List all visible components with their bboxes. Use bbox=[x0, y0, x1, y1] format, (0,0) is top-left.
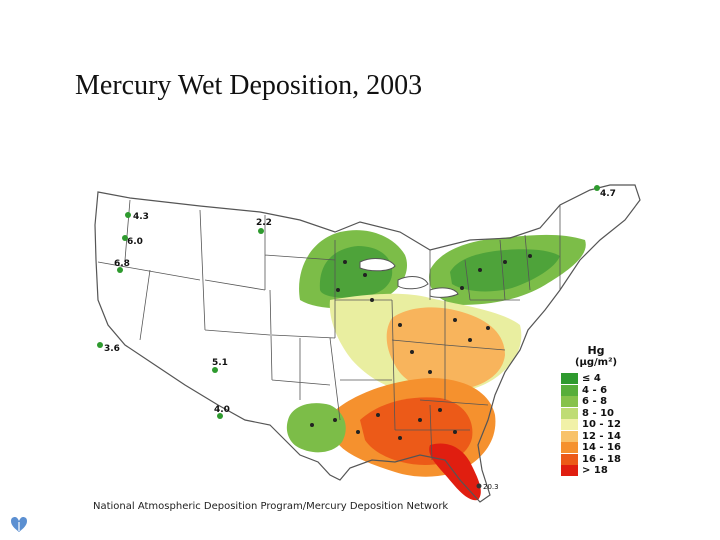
legend-row: 10 - 12 bbox=[561, 419, 631, 431]
site-label: 20.3 bbox=[483, 483, 499, 491]
site-label: 6.0 bbox=[127, 237, 143, 247]
legend-swatch bbox=[561, 419, 578, 431]
site-dot bbox=[478, 268, 482, 272]
site-dot bbox=[376, 413, 380, 417]
site-label: 4.3 bbox=[133, 212, 149, 222]
slide-title: Mercury Wet Deposition, 2003 bbox=[75, 70, 423, 101]
legend-label: 4 - 6 bbox=[582, 384, 608, 396]
legend-row: ≤ 4 bbox=[561, 373, 631, 385]
legend-row: 16 - 18 bbox=[561, 453, 631, 466]
legend-row: 12 - 14 bbox=[561, 430, 631, 443]
site-dot bbox=[356, 430, 360, 434]
legend-swatch bbox=[561, 442, 578, 454]
legend-row: 6 - 8 bbox=[561, 396, 631, 408]
site-marker bbox=[117, 267, 123, 273]
site-label: 6.8 bbox=[114, 259, 130, 269]
boundaries bbox=[94, 184, 641, 503]
site-dot bbox=[460, 286, 464, 290]
site-dot bbox=[453, 430, 457, 434]
us-outline bbox=[94, 184, 641, 503]
legend-swatch bbox=[561, 453, 578, 465]
site-dot bbox=[453, 318, 457, 322]
legend-swatch bbox=[561, 396, 578, 408]
site-dot bbox=[398, 323, 402, 327]
site-marker bbox=[122, 235, 128, 241]
legend-label: 6 - 8 bbox=[582, 396, 608, 408]
site-dot bbox=[398, 436, 402, 440]
legend-label: 14 - 16 bbox=[582, 442, 621, 454]
site-dot bbox=[333, 418, 337, 422]
legend-swatch bbox=[561, 430, 578, 442]
legend-unit: (µg/m²) bbox=[574, 357, 618, 368]
site-dot bbox=[343, 260, 347, 264]
site-dot bbox=[468, 338, 472, 342]
legend-row: 4 - 6 bbox=[561, 384, 631, 397]
site-marker bbox=[258, 228, 264, 234]
site-dot bbox=[418, 418, 422, 422]
zone-texas-green bbox=[286, 403, 346, 453]
credit-line: National Atmospheric Deposition Program/… bbox=[93, 501, 449, 512]
site-markers: 4.3 6.0 6.8 3.6 2.2 5.1 4.0 4.7 20.3 bbox=[97, 185, 616, 491]
legend-title: Hg bbox=[587, 344, 605, 357]
site-marker bbox=[476, 483, 482, 489]
site-dot bbox=[528, 254, 532, 258]
legend-swatch bbox=[561, 384, 578, 396]
site-dot bbox=[428, 370, 432, 374]
site-dot bbox=[486, 326, 490, 330]
site-marker bbox=[217, 413, 223, 419]
site-marker bbox=[125, 212, 131, 218]
legend-label: 12 - 14 bbox=[582, 430, 621, 442]
site-label: 4.0 bbox=[214, 405, 230, 415]
logo-icon bbox=[11, 517, 27, 532]
legend-swatch bbox=[561, 407, 578, 419]
legend-label: 8 - 10 bbox=[582, 407, 614, 419]
zone-appalachian-orange bbox=[386, 307, 505, 391]
site-marker bbox=[594, 185, 600, 191]
site-marker bbox=[212, 367, 218, 373]
legend-swatch bbox=[561, 373, 578, 385]
site-dot bbox=[503, 260, 507, 264]
site-marker bbox=[97, 342, 103, 348]
zone-florida-red bbox=[429, 443, 481, 501]
site-dot bbox=[336, 288, 340, 292]
site-dot bbox=[410, 350, 414, 354]
legend-row: 8 - 10 bbox=[561, 407, 631, 420]
legend-label: 16 - 18 bbox=[582, 453, 621, 465]
legend-row: 14 - 16 bbox=[561, 442, 631, 454]
site-label: 4.7 bbox=[600, 189, 616, 199]
site-label: 5.1 bbox=[212, 358, 228, 368]
site-dot bbox=[310, 423, 314, 427]
legend-label: 10 - 12 bbox=[582, 419, 621, 431]
site-dot bbox=[370, 298, 374, 302]
legend-label: > 18 bbox=[582, 465, 608, 477]
site-label: 2.2 bbox=[256, 218, 272, 228]
contour-zones bbox=[286, 230, 586, 501]
legend-row: > 18 bbox=[561, 465, 631, 477]
legend-swatch bbox=[561, 465, 578, 477]
state-lines bbox=[97, 199, 561, 461]
zone-northeast-dark bbox=[450, 249, 560, 292]
legend-label: ≤ 4 bbox=[582, 373, 601, 385]
great-lakes bbox=[359, 258, 459, 298]
site-dot bbox=[438, 408, 442, 412]
site-label: 3.6 bbox=[104, 344, 120, 354]
site-dot bbox=[363, 273, 367, 277]
